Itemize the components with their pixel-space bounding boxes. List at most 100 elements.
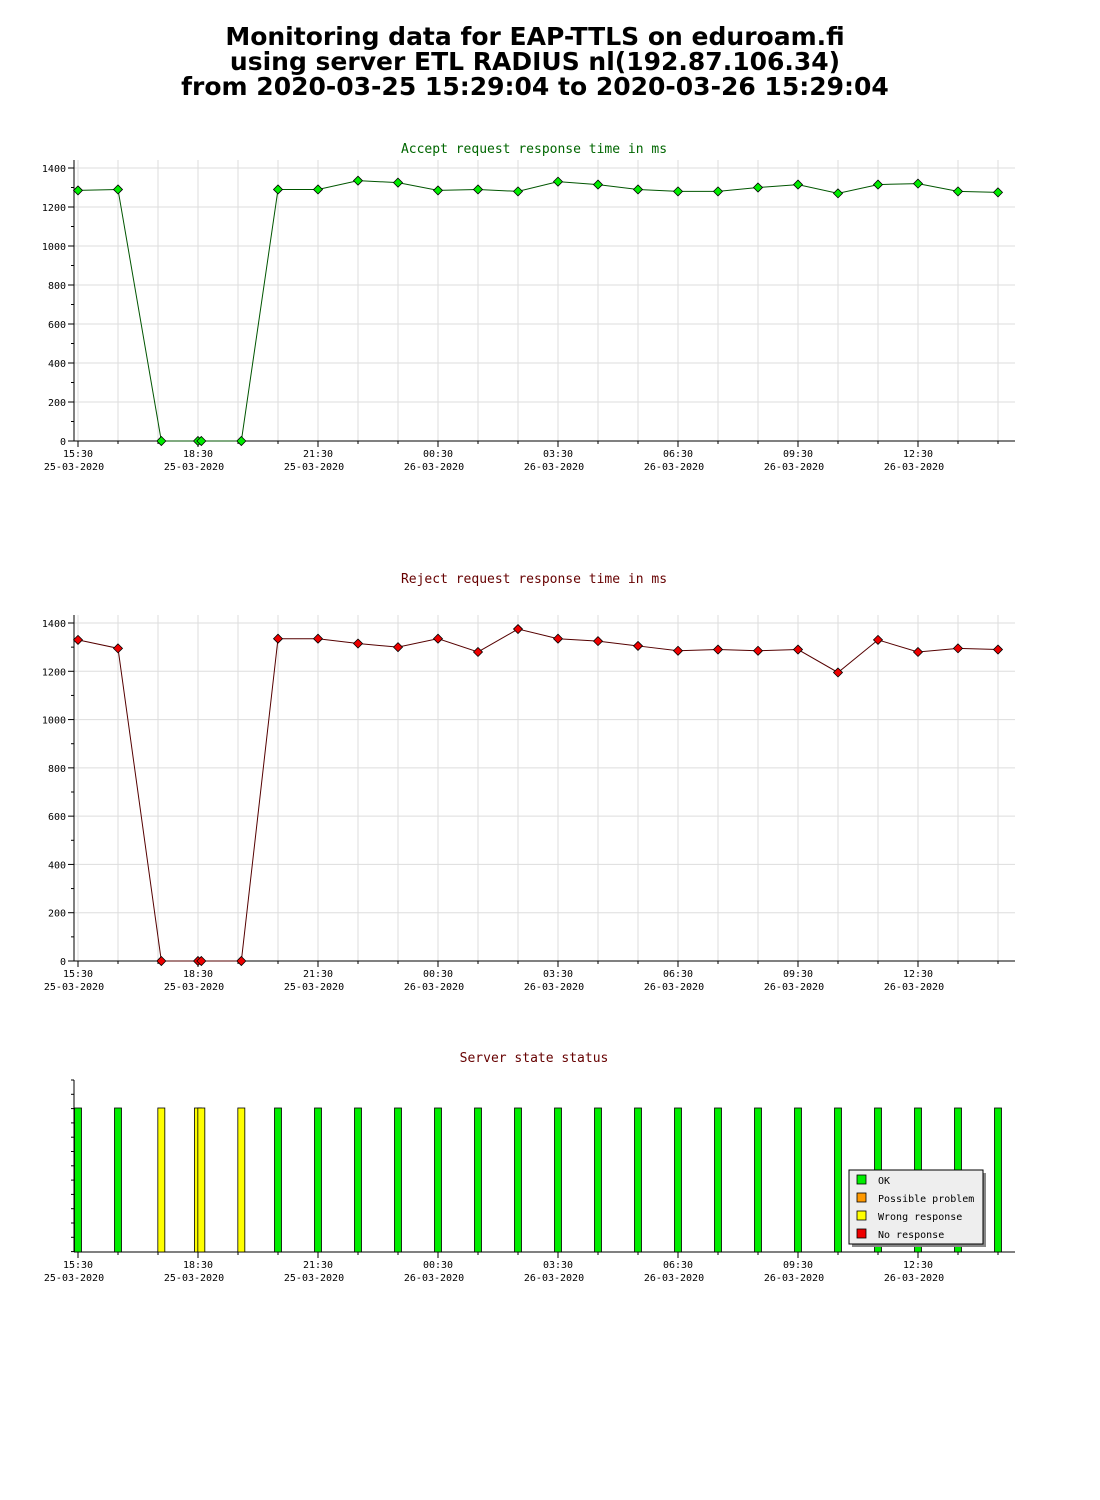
x-tick-date-label: 26-03-2020 — [404, 982, 464, 993]
data-point — [912, 646, 924, 658]
data-point — [952, 186, 964, 197]
y-tick-label: 400 — [48, 359, 66, 370]
status-bar — [74, 1107, 82, 1253]
status-bar — [714, 1107, 722, 1253]
x-tick-date-label: 26-03-2020 — [884, 982, 944, 993]
data-point — [72, 634, 84, 645]
data-point — [872, 634, 884, 645]
data-point — [552, 633, 564, 644]
x-tick-time-label: 00:30 — [423, 969, 453, 980]
status-bar — [594, 1107, 602, 1253]
data-point — [712, 644, 724, 655]
data-point — [632, 640, 644, 652]
x-tick-time-label: 06:30 — [663, 449, 693, 460]
x-tick-date-label: 26-03-2020 — [524, 982, 584, 993]
x-tick-time-label: 12:30 — [903, 449, 933, 460]
status-bar — [197, 1107, 206, 1253]
legend-swatch — [856, 1210, 867, 1221]
data-point — [672, 645, 684, 656]
legend-label: Wrong response — [878, 1212, 962, 1223]
data-point — [112, 184, 124, 195]
data-point — [196, 955, 207, 967]
data-point — [272, 184, 284, 195]
chart-title: Reject request response time in ms — [401, 572, 667, 587]
data-point — [672, 186, 684, 197]
data-point — [592, 179, 604, 190]
data-point — [912, 178, 924, 189]
y-tick-label: 1400 — [42, 619, 66, 630]
data-point — [156, 435, 167, 447]
x-tick-date-label: 26-03-2020 — [764, 462, 824, 473]
data-point — [632, 184, 644, 195]
status-bar — [354, 1107, 362, 1253]
data-point — [992, 187, 1004, 198]
data-point — [272, 633, 284, 644]
x-tick-time-label: 12:30 — [903, 969, 933, 980]
x-tick-time-label: 03:30 — [543, 969, 573, 980]
x-tick-time-label: 12:30 — [903, 1260, 933, 1271]
data-point — [792, 644, 804, 655]
status-bar — [157, 1107, 166, 1253]
x-tick-date-label: 26-03-2020 — [764, 1273, 824, 1284]
data-point — [952, 643, 964, 654]
status-bar — [237, 1107, 246, 1253]
legend-swatch — [856, 1228, 867, 1239]
data-point — [392, 177, 404, 188]
status-bar — [514, 1107, 522, 1253]
y-tick-label: 600 — [48, 320, 66, 331]
status-bar — [394, 1107, 402, 1253]
x-tick-date-label: 26-03-2020 — [764, 982, 824, 993]
x-tick-time-label: 21:30 — [303, 1260, 333, 1271]
x-tick-date-label: 25-03-2020 — [284, 462, 344, 473]
status-bar — [634, 1107, 642, 1253]
legend-box — [848, 1169, 984, 1245]
x-tick-time-label: 18:30 — [183, 1260, 213, 1271]
status-bar — [674, 1107, 682, 1253]
data-point — [872, 179, 884, 190]
data-point — [512, 623, 524, 635]
x-tick-time-label: 21:30 — [303, 449, 333, 460]
legend-label: Possible problem — [878, 1194, 974, 1205]
status-bar — [554, 1107, 562, 1253]
x-tick-time-label: 03:30 — [543, 449, 573, 460]
x-tick-date-label: 26-03-2020 — [644, 1273, 704, 1284]
x-tick-time-label: 06:30 — [663, 1260, 693, 1271]
x-tick-date-label: 26-03-2020 — [404, 462, 464, 473]
title-line-1: Monitoring data for EAP-TTLS on eduroam.… — [225, 22, 845, 51]
y-tick-label: 200 — [48, 909, 66, 920]
data-point — [512, 186, 524, 197]
status-bar — [794, 1107, 802, 1253]
legend-swatch — [856, 1174, 867, 1185]
status-bar — [834, 1107, 842, 1253]
x-tick-date-label: 26-03-2020 — [404, 1273, 464, 1284]
data-point — [592, 636, 604, 647]
data-point — [392, 642, 404, 653]
y-tick-label: 0 — [60, 437, 66, 448]
data-point — [552, 176, 564, 187]
data-point — [832, 188, 844, 199]
status-bar — [754, 1107, 762, 1253]
x-tick-time-label: 15:30 — [63, 449, 93, 460]
chart-title: Server state status — [460, 1051, 609, 1066]
x-tick-date-label: 26-03-2020 — [524, 462, 584, 473]
x-tick-date-label: 25-03-2020 — [284, 982, 344, 993]
x-tick-time-label: 09:30 — [783, 1260, 813, 1271]
x-tick-time-label: 06:30 — [663, 969, 693, 980]
x-tick-time-label: 15:30 — [63, 1260, 93, 1271]
y-tick-label: 400 — [48, 860, 66, 871]
data-point — [112, 643, 124, 654]
legend-label: OK — [878, 1176, 890, 1187]
data-point — [72, 185, 84, 196]
x-tick-date-label: 26-03-2020 — [884, 1273, 944, 1284]
status-bar — [314, 1107, 322, 1253]
data-point — [432, 185, 444, 196]
x-tick-date-label: 25-03-2020 — [44, 1273, 104, 1284]
x-tick-time-label: 00:30 — [423, 449, 453, 460]
status-bar — [114, 1107, 122, 1253]
server-state-chart: Server state status 15:30 25-03-2020 18:30 2… — [44, 1051, 1015, 1284]
data-point — [712, 186, 724, 197]
y-tick-label: 600 — [48, 812, 66, 823]
y-tick-label: 1200 — [42, 203, 66, 214]
data-point — [472, 646, 484, 658]
x-tick-date-label: 26-03-2020 — [644, 982, 704, 993]
